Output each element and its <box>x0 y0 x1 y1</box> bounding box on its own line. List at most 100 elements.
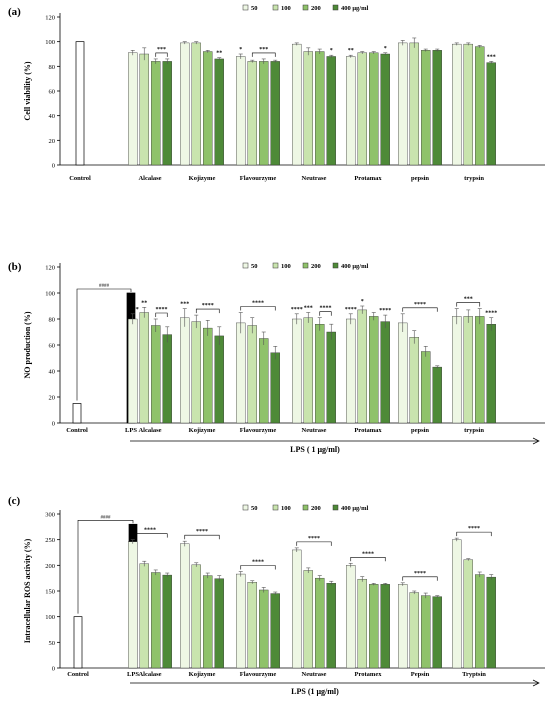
sig-bracket <box>456 302 481 307</box>
sig-bracket <box>456 531 492 537</box>
data-bar <box>128 318 138 424</box>
sig-bracket <box>184 534 220 540</box>
sig-bracket-label: **** <box>362 551 374 557</box>
data-bar <box>380 53 390 166</box>
data-bar <box>398 322 408 424</box>
sig-bracket <box>132 533 168 538</box>
legend-swatch <box>332 262 339 269</box>
data-bar <box>128 541 138 669</box>
lps-arrow-head <box>532 679 540 687</box>
y-tick-label: 150 <box>45 589 55 596</box>
sig-bracket <box>195 308 220 314</box>
x-tick-label: Alcalase <box>138 175 161 182</box>
data-bar <box>486 324 496 424</box>
y-tick-label: 60 <box>49 343 56 350</box>
legend-label: 200 <box>311 263 321 270</box>
sig-bracket <box>251 52 276 57</box>
y-tick-label: 0 <box>52 421 55 428</box>
x-tick-label: Kojizyme <box>189 671 216 678</box>
data-bar <box>180 317 190 424</box>
data-bar <box>315 51 325 166</box>
y-tick-label: 100 <box>45 614 55 621</box>
sig-mark: *** <box>487 54 496 60</box>
sig-mark: * <box>239 47 242 53</box>
sig-mark: ** <box>216 51 222 57</box>
data-bar <box>432 596 442 669</box>
data-bar <box>475 574 485 669</box>
legend-label: 100 <box>281 5 291 12</box>
x-tick-label: Protamax <box>354 427 382 434</box>
sig-bracket <box>76 288 132 401</box>
sig-bracket <box>155 52 168 57</box>
data-bar <box>380 321 390 424</box>
sig-mark: * <box>330 48 333 54</box>
sig-bracket <box>240 565 276 570</box>
legend-swatch <box>302 262 309 269</box>
y-axis-label: Cell viability (%) <box>23 61 32 120</box>
data-bar <box>463 559 473 669</box>
sig-mark: *** <box>304 306 313 312</box>
y-tick-label: 60 <box>49 89 56 96</box>
y-tick-label: 20 <box>49 395 56 402</box>
data-bar <box>162 334 172 424</box>
data-bar <box>421 595 431 669</box>
x-tick-label: Pepsin <box>411 671 430 678</box>
legend-swatch <box>302 4 309 11</box>
lps-arrow-head <box>532 437 540 445</box>
y-axis-label: Intracellular ROS activity (%) <box>23 538 32 643</box>
y-tick-label: 120 <box>45 265 55 272</box>
sig-bracket-label: **** <box>252 559 264 565</box>
data-bar <box>270 61 280 166</box>
sig-mark: **** <box>291 307 303 313</box>
data-bar <box>151 325 161 424</box>
legend-swatch <box>272 262 279 269</box>
data-bar <box>139 312 149 424</box>
sig-mark: ** <box>141 300 147 306</box>
data-bar <box>346 318 356 424</box>
data-bar <box>409 592 419 669</box>
x-tick-label: LPS <box>125 427 137 434</box>
sig-mark: **** <box>127 307 139 313</box>
sig-bracket <box>402 576 438 581</box>
sig-bracket-label: **** <box>468 526 480 532</box>
y-tick-label: 100 <box>45 291 55 298</box>
data-bar <box>303 570 313 669</box>
y-tick-label: 40 <box>49 369 56 376</box>
data-bar <box>259 338 269 424</box>
y-tick-label: 40 <box>49 113 56 120</box>
x-tick-label: pepsin <box>411 427 429 434</box>
sig-bracket-label: **** <box>308 536 320 542</box>
data-bar <box>486 62 496 166</box>
data-bar <box>369 584 379 669</box>
y-tick-label: 300 <box>45 512 55 519</box>
data-bar <box>357 578 367 669</box>
sig-bracket <box>77 519 134 614</box>
data-bar <box>463 43 473 166</box>
x-tick-label: Control <box>67 671 89 678</box>
y-axis-label: NO production (%) <box>23 311 32 378</box>
bar-control <box>72 403 82 424</box>
x-tick-label: Protamex <box>355 671 383 678</box>
data-bar <box>326 56 336 166</box>
data-bar <box>191 42 201 166</box>
sig-bracket-label: **** <box>144 528 156 534</box>
data-bar <box>191 321 201 424</box>
data-bar <box>369 316 379 424</box>
data-bar <box>162 574 172 669</box>
y-tick-label: 80 <box>49 317 56 324</box>
x-tick-label: Neutrase <box>302 427 327 434</box>
sig-bracket-label: **** <box>414 302 426 308</box>
data-bar <box>247 582 257 669</box>
legend-label: 100 <box>281 505 291 512</box>
data-bar <box>292 549 302 669</box>
sig-bracket-label: **** <box>252 301 264 307</box>
x-tick-label: Flavourzyme <box>240 427 277 434</box>
sig-bracket-label: **** <box>196 529 208 535</box>
data-bar <box>346 56 356 166</box>
sig-bracket-label: #### <box>99 284 110 289</box>
x-tick-label: Protamax <box>354 175 382 182</box>
data-bar <box>409 42 419 166</box>
legend-swatch <box>272 4 279 11</box>
data-bar <box>203 51 213 166</box>
legend-swatch <box>242 262 249 269</box>
